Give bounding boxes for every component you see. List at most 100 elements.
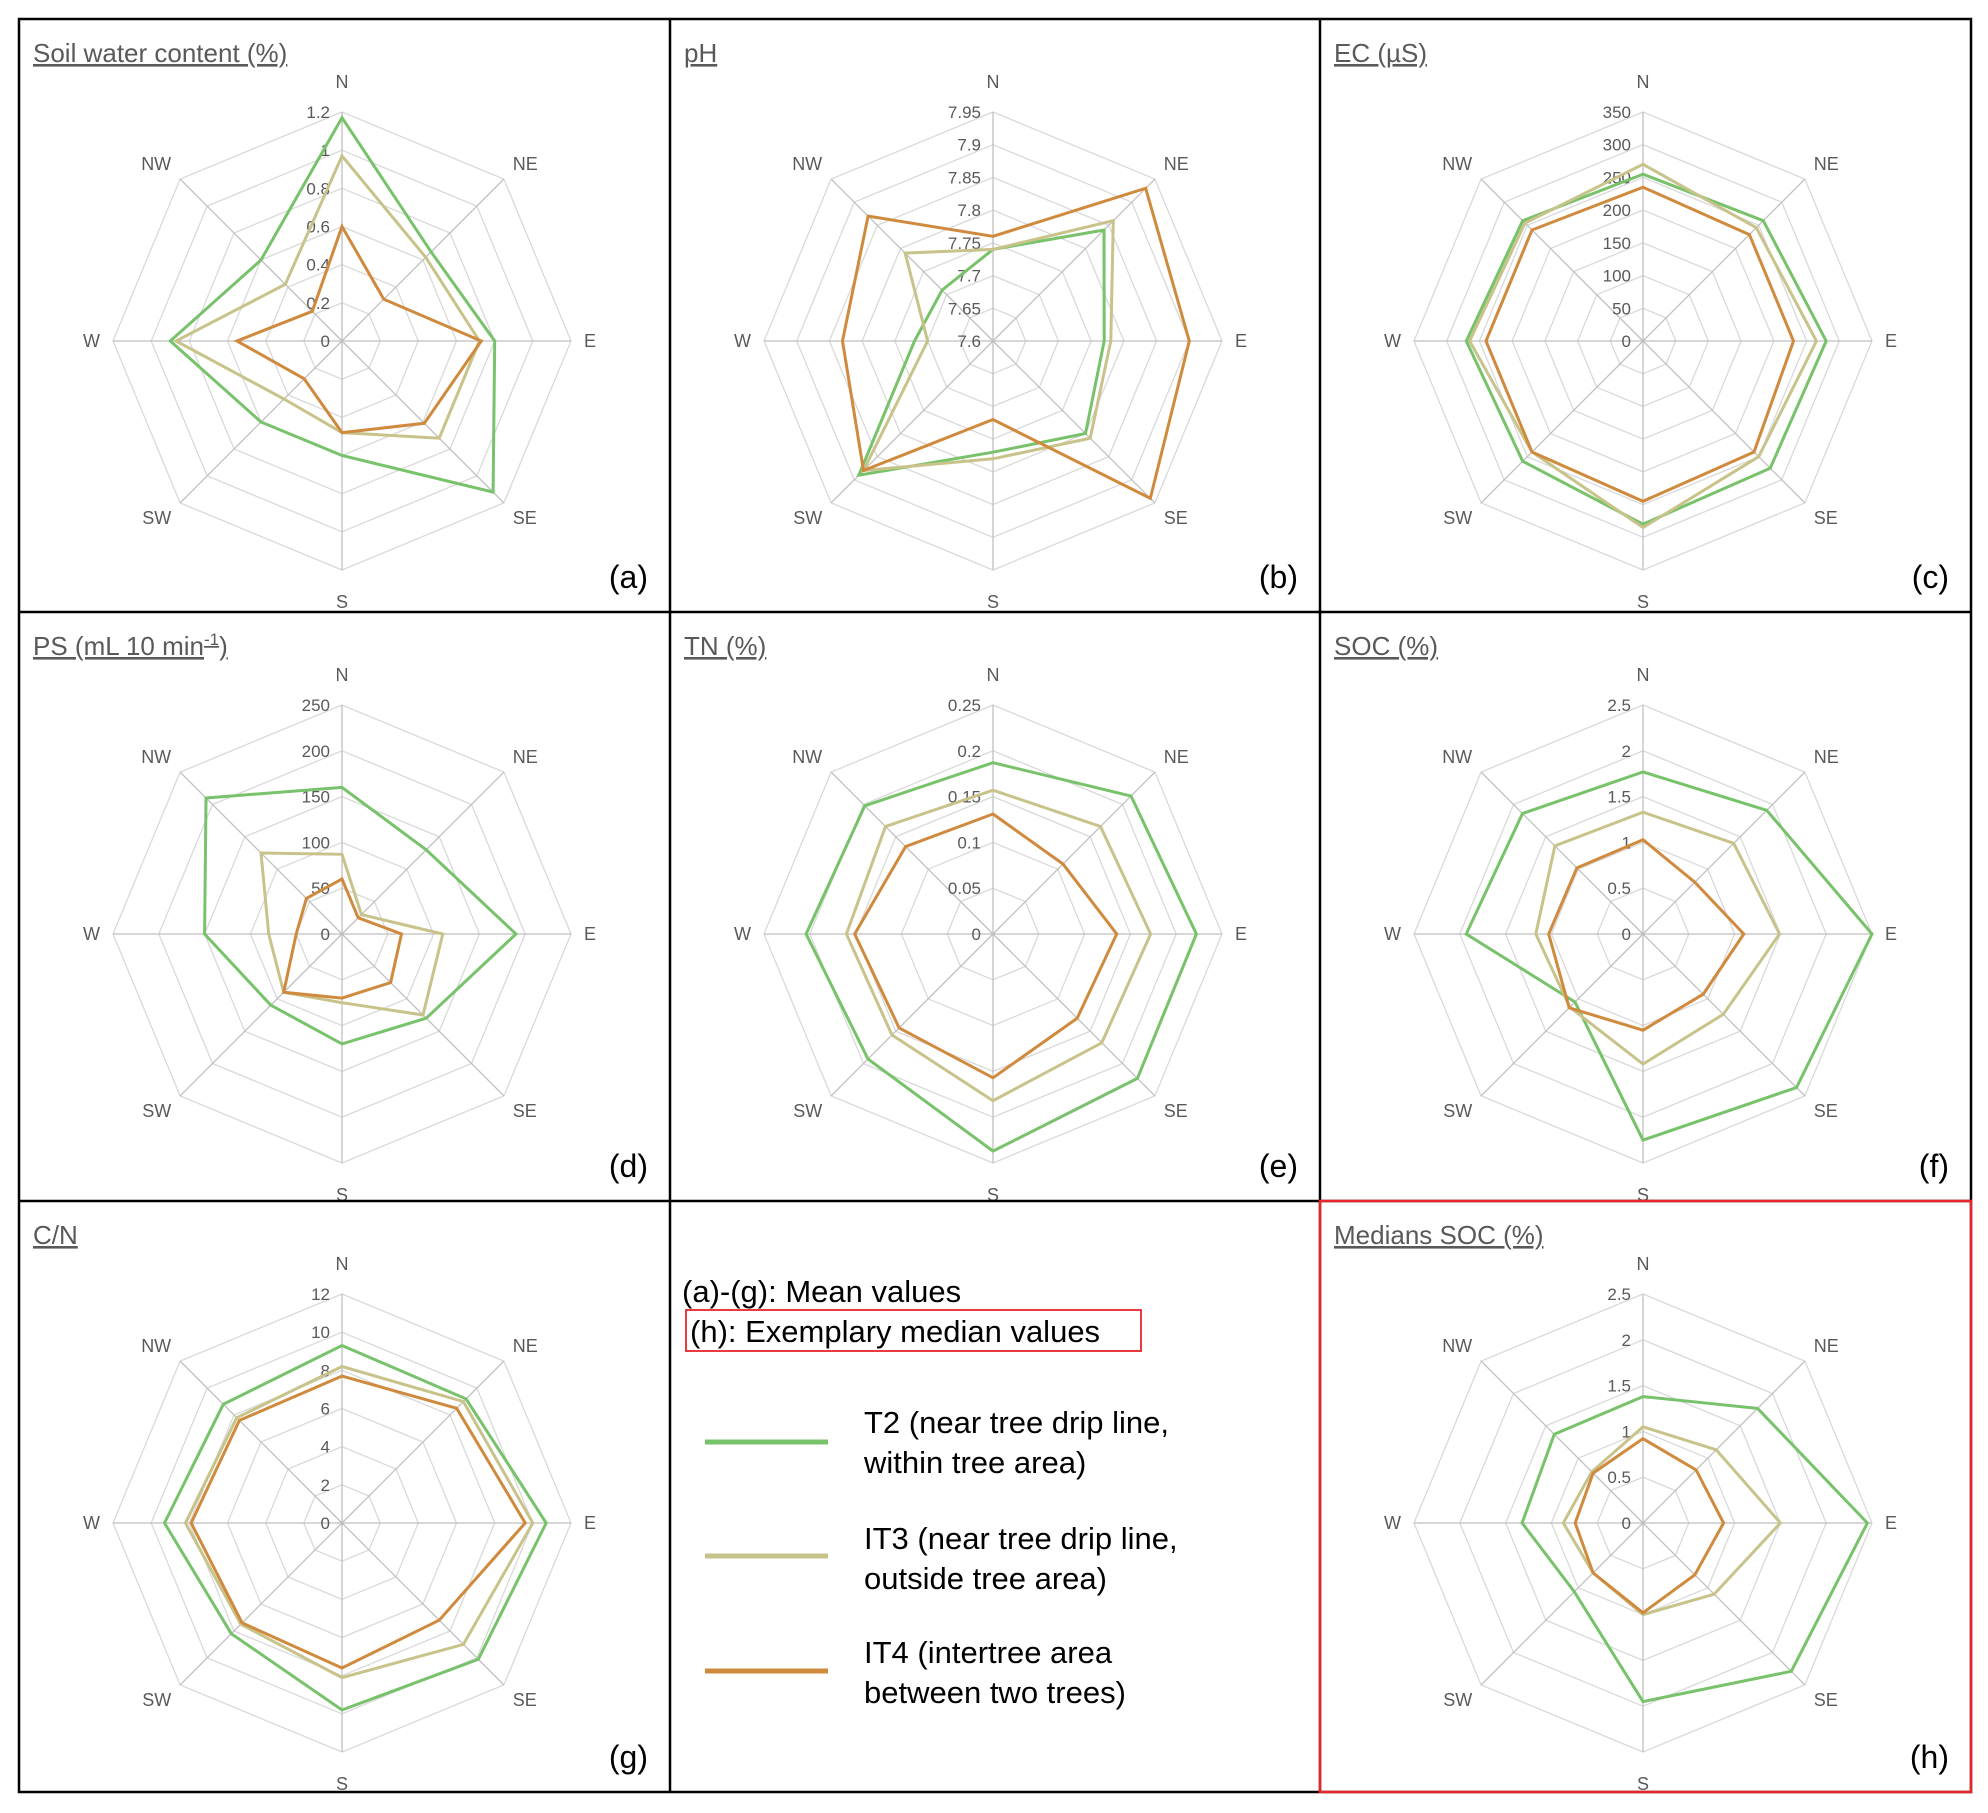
panel-a-tick-label-0: 0 bbox=[321, 332, 330, 351]
legend-it4-line1: IT4 (intertree area bbox=[864, 1635, 1113, 1670]
panel-a-tick-label-2: 0.4 bbox=[306, 256, 330, 275]
panel-a-tick-label-6: 1.2 bbox=[306, 103, 330, 122]
panel-e-axis-sw bbox=[830, 933, 994, 1097]
panel-e-axis-nw bbox=[830, 771, 994, 935]
panel-c-tick-label-4: 200 bbox=[1603, 201, 1631, 220]
panel-g-direction-nw: NW bbox=[141, 1336, 171, 1356]
panel-c-axis-se bbox=[1642, 340, 1806, 504]
panel-b-tick-label-4: 7.8 bbox=[957, 201, 981, 220]
panel-c-direction-se: SE bbox=[1814, 508, 1838, 528]
panel-c-tick-label-3: 150 bbox=[1603, 234, 1631, 253]
panel-a-tick-label-5: 1 bbox=[321, 141, 330, 160]
panel-f-direction-w: W bbox=[1384, 924, 1401, 944]
panel-e-tick-label-0: 0 bbox=[972, 925, 981, 944]
legend-panel: (a)-(g): Mean values (h): Exemplary medi… bbox=[682, 1274, 1178, 1710]
panel-h-letter: (h) bbox=[1910, 1739, 1949, 1775]
panel-g-title: C/N bbox=[33, 1220, 78, 1250]
legend-median-box bbox=[685, 1309, 1142, 1352]
panel-d-tick-label-5: 250 bbox=[302, 696, 330, 715]
panel-d-direction-sw: SW bbox=[142, 1101, 171, 1121]
panel-d-series-t2 bbox=[203, 785, 519, 1046]
panel-g-direction-e: E bbox=[584, 1513, 596, 1533]
panel-c-series-it3 bbox=[1467, 162, 1819, 530]
panel-g-axis-nw bbox=[179, 1360, 343, 1524]
panel-d-title: PS (mL 10 min-1) bbox=[33, 630, 228, 661]
panel-f-direction-sw: SW bbox=[1443, 1101, 1472, 1121]
legend-t2-line2: within tree area) bbox=[863, 1445, 1086, 1480]
panel-a-direction-nw: NW bbox=[141, 154, 171, 174]
panel-h-axis-nw bbox=[1480, 1360, 1644, 1524]
panel-h-axis-ne bbox=[1642, 1360, 1806, 1524]
panel-f-tick-label-4: 2 bbox=[1622, 742, 1631, 761]
legend-median-note: (h): Exemplary median values bbox=[690, 1314, 1100, 1349]
panel-g-tick-label-3: 6 bbox=[321, 1400, 330, 1419]
panel-e-direction-e: E bbox=[1235, 924, 1247, 944]
panel-h-direction-nw: NW bbox=[1442, 1336, 1472, 1356]
panel-a-direction-sw: SW bbox=[142, 508, 171, 528]
panel-e-tick-label-1: 0.05 bbox=[948, 879, 981, 898]
panel-b-direction-se: SE bbox=[1164, 508, 1188, 528]
panel-h-direction-e: E bbox=[1885, 1513, 1897, 1533]
panel-a-direction-se: SE bbox=[513, 508, 537, 528]
panel-g-tick-label-4: 8 bbox=[321, 1361, 330, 1380]
panel-b-direction-w: W bbox=[734, 331, 751, 351]
panel-f-tick-label-2: 1 bbox=[1622, 833, 1631, 852]
panel-g-series-it3 bbox=[183, 1364, 535, 1680]
panel-g-letter: (g) bbox=[609, 1739, 648, 1775]
panel-c-direction-ne: NE bbox=[1814, 154, 1839, 174]
panel-c-tick-label-2: 100 bbox=[1603, 267, 1631, 286]
panel-d-direction-ne: NE bbox=[513, 747, 538, 767]
panel-c-title: EC (µS) bbox=[1334, 38, 1427, 68]
panel-h-axis-se bbox=[1642, 1522, 1806, 1686]
panel-g: 0 2 4 6 8 10 12 N NE E SE S SW W NW C/N (g) bbox=[33, 1220, 648, 1794]
panel-f-title: SOC (%) bbox=[1334, 631, 1438, 661]
panel-h-title: Medians SOC (%) bbox=[1334, 1220, 1544, 1250]
panel-b-axis-nw bbox=[830, 178, 994, 342]
panel-h-direction-ne: NE bbox=[1814, 1336, 1839, 1356]
panel-b-direction-e: E bbox=[1235, 331, 1247, 351]
panel-f-tick-label-1: 0.5 bbox=[1607, 879, 1631, 898]
panel-a-direction-s: S bbox=[336, 592, 348, 612]
panel-h-tick-label-0: 0 bbox=[1622, 1514, 1631, 1533]
panel-f-series-it3 bbox=[1534, 810, 1782, 1066]
panel-a-direction-ne: NE bbox=[513, 154, 538, 174]
panel-e-direction-ne: NE bbox=[1164, 747, 1189, 767]
panel-b: 7.67.657.77.757.87.857.97.95NNEESESSWWNW… bbox=[684, 38, 1298, 612]
panel-b-series-it4 bbox=[840, 186, 1191, 501]
panel-e-axis-se bbox=[992, 933, 1156, 1097]
panel-d-series-it3 bbox=[259, 851, 445, 1017]
panel-b-series-t2 bbox=[856, 228, 1106, 478]
panel-f-series-it4 bbox=[1547, 837, 1746, 1032]
panel-b-direction-n: N bbox=[987, 72, 1000, 92]
panel-c-tick-label-0: 0 bbox=[1622, 332, 1631, 351]
panel-g-direction-sw: SW bbox=[142, 1690, 171, 1710]
panel-g-direction-s: S bbox=[336, 1774, 348, 1794]
panel-d-direction-n: N bbox=[336, 665, 349, 685]
panel-e-direction-n: N bbox=[987, 665, 1000, 685]
legend-it4-line2: between two trees) bbox=[864, 1675, 1126, 1710]
panel-h-direction-w: W bbox=[1384, 1513, 1401, 1533]
legend-it3-line2: outside tree area) bbox=[864, 1561, 1107, 1596]
panel-g-axis-ne bbox=[341, 1360, 505, 1524]
panel-b-axis-se bbox=[992, 340, 1156, 504]
panel-b-direction-s: S bbox=[987, 592, 999, 612]
panel-g-series-it4 bbox=[189, 1374, 528, 1670]
panel-c-axis-nw bbox=[1480, 178, 1644, 342]
panel-g-direction-ne: NE bbox=[513, 1336, 538, 1356]
panel-e-title: TN (%) bbox=[684, 631, 766, 661]
panel-g-direction-n: N bbox=[336, 1254, 349, 1274]
panel-h-tick-label-2: 1 bbox=[1622, 1422, 1631, 1441]
panel-d-axis-ne bbox=[341, 771, 505, 935]
panel-e-direction-nw: NW bbox=[792, 747, 822, 767]
panel-d-axis-sw bbox=[179, 933, 343, 1097]
panel-c-axis-ne bbox=[1642, 178, 1806, 342]
panel-h-direction-s: S bbox=[1637, 1774, 1649, 1794]
panel-h-series-it4 bbox=[1573, 1436, 1726, 1615]
panel-b-tick-label-6: 7.9 bbox=[957, 136, 981, 155]
panel-f-direction-e: E bbox=[1885, 924, 1897, 944]
panel-g-direction-se: SE bbox=[513, 1690, 537, 1710]
